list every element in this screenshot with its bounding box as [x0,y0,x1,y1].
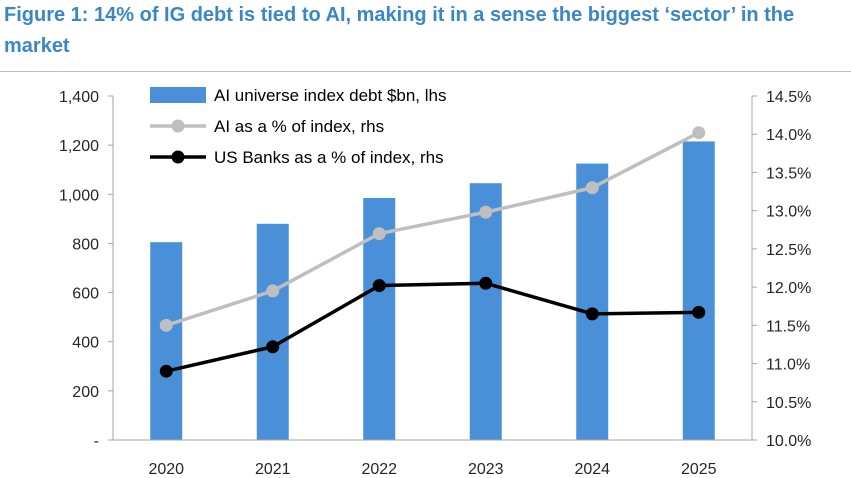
point-ai-pct [266,284,280,298]
left-tick-label: 800 [72,236,99,253]
point-ai-pct [372,227,386,241]
line-ai-pct [165,131,700,327]
x-tick-label: 2021 [255,461,291,478]
left-tick-label: 1,200 [59,138,99,155]
left-axis: - 200 400 600 800 1,000 1,200 1,400 [59,89,114,450]
legend-label-line: AI as a % of index, rhs [214,117,384,136]
bar-ai-debt [256,223,289,440]
left-tick-label: 400 [72,335,99,352]
point-us-banks-pct [585,307,599,321]
left-tick-label: 600 [72,286,99,303]
point-us-banks-pct [479,276,493,290]
legend-swatch-bars [150,87,206,103]
x-tick-label: 2025 [681,461,717,478]
legend: AI universe index debt $bn, lhs AI as a %… [150,86,446,167]
bar-ai-debt [576,163,609,441]
x-axis: 2020 2021 2022 2023 2024 2025 [113,439,752,478]
left-tick-label: 1,000 [59,187,99,204]
right-tick-label: 13.0% [766,204,811,221]
line-us-banks-pct [165,281,699,373]
point-us-banks-pct [372,279,386,293]
x-tick-label: 2022 [361,461,397,478]
left-tick-label: - [94,433,99,450]
left-tick-label: 200 [72,384,99,401]
x-tick-label: 2023 [468,461,504,478]
point-ai-pct [585,181,599,195]
right-tick-label: 10.5% [766,395,811,412]
bar-series [150,141,715,441]
right-tick-label: 11.5% [766,318,810,335]
bar-ai-debt [150,242,183,440]
point-us-banks-pct [266,340,280,354]
right-tick-label: 12.0% [766,280,811,297]
right-tick-label: 13.5% [766,165,811,182]
bar-ai-debt [469,183,502,440]
x-tick-label: 2020 [148,461,184,478]
point-ai-pct [692,126,706,140]
left-tick-label: 1,400 [59,89,99,106]
legend-label-bars: AI universe index debt $bn, lhs [214,86,446,105]
legend-swatch-marker [171,150,185,164]
right-axis: 10.0% 10.5% 11.0% 11.5% 12.0% 12.5% 13.0% 13.5%… [751,89,811,450]
right-tick-label: 10.0% [766,433,811,450]
legend-label-line: US Banks as a % of index, rhs [214,148,444,167]
right-tick-label: 14.0% [766,127,811,144]
point-ai-pct [479,205,493,219]
title-divider [0,71,851,72]
right-tick-label: 12.5% [766,242,811,259]
point-us-banks-pct [692,305,706,319]
legend-swatch-marker [171,119,185,133]
line-series [159,126,706,378]
chart-title: Figure 1: 14% of IG debt is tied to AI, … [4,4,795,57]
point-us-banks-pct [159,364,173,378]
right-tick-label: 11.0% [766,357,810,374]
bar-ai-debt [682,141,715,440]
x-tick-label: 2024 [574,461,610,478]
point-ai-pct [159,318,173,332]
right-tick-label: 14.5% [766,89,811,106]
